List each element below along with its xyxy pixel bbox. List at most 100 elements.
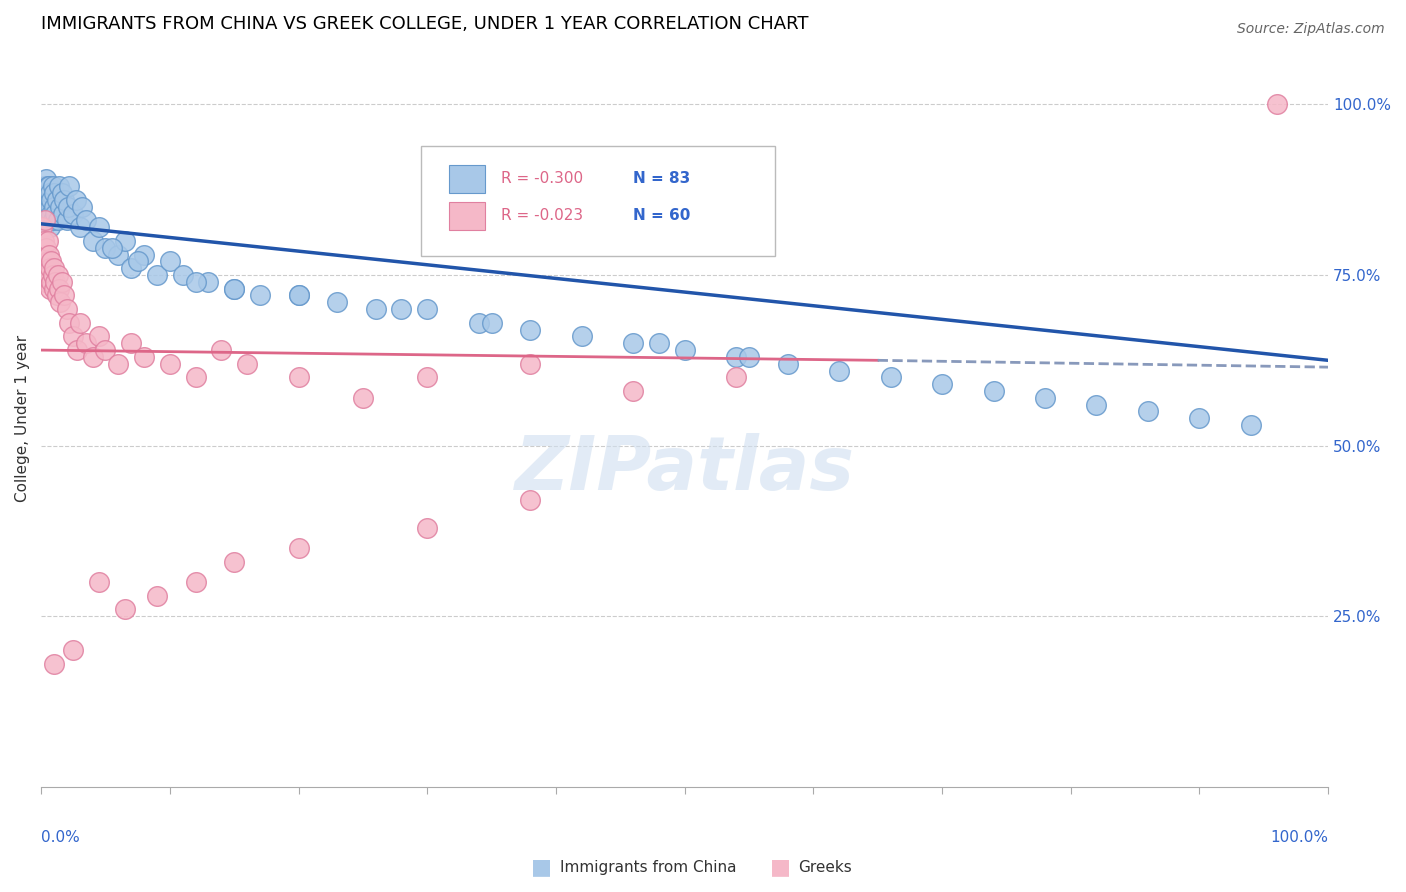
Point [35, 193, 58, 207]
Point [38, 268, 60, 282]
Point [184, 575, 207, 590]
Point [159, 254, 181, 268]
Point [34, 254, 56, 268]
Point [1136, 404, 1159, 418]
Point [37, 234, 59, 248]
Point [159, 357, 181, 371]
Point [41, 179, 63, 194]
Point [87, 329, 110, 343]
Point [127, 254, 149, 268]
Point [94, 343, 117, 357]
Point [326, 295, 349, 310]
Point [224, 282, 246, 296]
Point [44, 206, 66, 220]
Point [42, 200, 65, 214]
Point [53, 193, 76, 207]
Point [209, 343, 232, 357]
Point [42, 282, 65, 296]
Point [224, 555, 246, 569]
Point [46, 268, 69, 282]
Point [467, 316, 489, 330]
Point [69, 316, 91, 330]
Point [416, 370, 439, 384]
Point [172, 268, 194, 282]
Point [58, 316, 80, 330]
Point [37, 206, 59, 220]
Text: 100.0%: 100.0% [1270, 830, 1329, 845]
Point [41, 213, 63, 227]
Point [62, 329, 84, 343]
Point [1085, 398, 1108, 412]
Point [673, 343, 696, 357]
Point [38, 193, 60, 207]
Point [1265, 97, 1288, 112]
Text: ZIPatlas: ZIPatlas [515, 434, 855, 507]
Text: Greeks: Greeks [799, 860, 852, 874]
Point [48, 179, 70, 194]
Point [738, 350, 761, 364]
Point [287, 370, 309, 384]
Point [287, 541, 309, 555]
Point [519, 493, 541, 508]
Point [39, 186, 62, 201]
FancyBboxPatch shape [420, 145, 775, 256]
FancyBboxPatch shape [449, 202, 485, 229]
Point [352, 391, 374, 405]
Point [32, 186, 55, 201]
Point [75, 336, 97, 351]
Point [38, 247, 60, 261]
Point [87, 220, 110, 235]
Point [416, 302, 439, 317]
Point [37, 275, 59, 289]
Point [120, 336, 142, 351]
Point [132, 247, 155, 261]
Point [725, 370, 748, 384]
Point [287, 288, 309, 302]
Point [45, 288, 67, 302]
Point [39, 220, 62, 235]
Point [621, 384, 644, 398]
Point [879, 370, 901, 384]
Text: ■: ■ [770, 857, 790, 877]
Point [101, 241, 124, 255]
Point [37, 254, 59, 268]
Point [45, 193, 67, 207]
Point [519, 357, 541, 371]
Point [69, 220, 91, 235]
Point [35, 261, 58, 276]
Point [44, 275, 66, 289]
Point [146, 268, 169, 282]
Point [114, 602, 136, 616]
Point [236, 357, 259, 371]
Point [38, 179, 60, 194]
Point [39, 282, 62, 296]
Text: 0.0%: 0.0% [41, 830, 80, 845]
Point [65, 193, 87, 207]
Point [34, 200, 56, 214]
Point [983, 384, 1005, 398]
Point [37, 179, 59, 194]
Point [224, 282, 246, 296]
Point [197, 275, 219, 289]
Point [184, 370, 207, 384]
Point [41, 206, 63, 220]
Point [287, 288, 309, 302]
Point [648, 336, 671, 351]
Point [42, 261, 65, 276]
Point [66, 343, 89, 357]
Point [481, 316, 503, 330]
Point [41, 268, 63, 282]
Point [1033, 391, 1056, 405]
Y-axis label: College, Under 1 year: College, Under 1 year [15, 334, 30, 502]
Text: N = 60: N = 60 [633, 208, 690, 223]
Point [1240, 418, 1263, 433]
Point [31, 220, 53, 235]
Point [72, 200, 94, 214]
Point [725, 350, 748, 364]
Point [56, 302, 79, 317]
Point [46, 213, 69, 227]
Point [571, 329, 593, 343]
Point [31, 261, 53, 276]
Point [107, 357, 129, 371]
Point [184, 275, 207, 289]
